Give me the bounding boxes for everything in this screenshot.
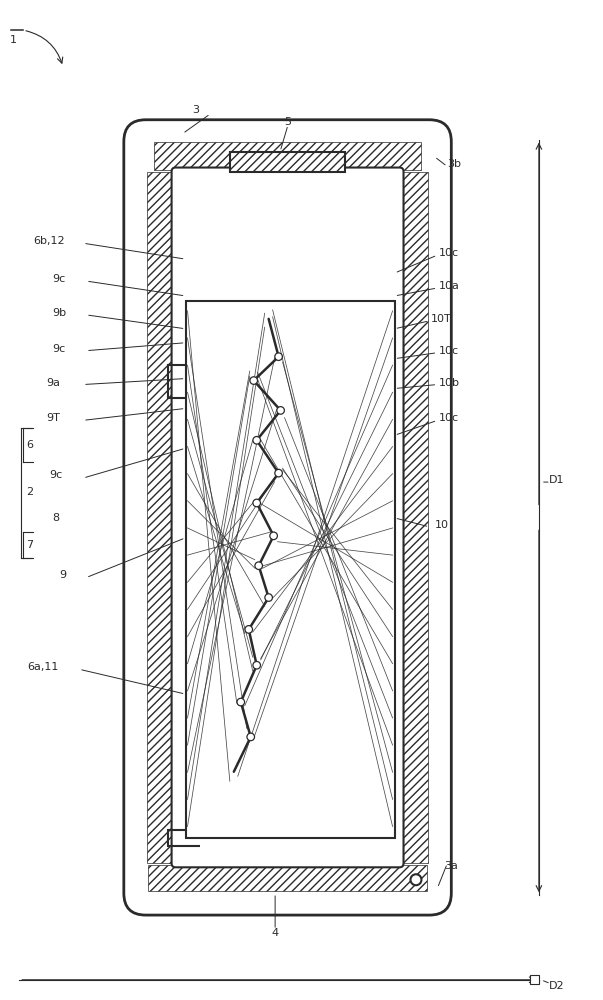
Circle shape bbox=[275, 469, 282, 477]
Text: 9c: 9c bbox=[49, 470, 63, 480]
Text: 7: 7 bbox=[26, 540, 33, 550]
Bar bbox=[230, 152, 345, 172]
Text: 1: 1 bbox=[10, 35, 17, 45]
Bar bbox=[530, 975, 539, 984]
Text: 9b: 9b bbox=[52, 308, 66, 318]
Text: 9c: 9c bbox=[52, 344, 66, 354]
Text: 10c: 10c bbox=[439, 413, 459, 423]
Text: 5: 5 bbox=[285, 117, 292, 127]
Text: D1: D1 bbox=[549, 475, 564, 485]
Text: 6b,12: 6b,12 bbox=[33, 236, 65, 246]
Circle shape bbox=[277, 407, 285, 414]
Text: 3: 3 bbox=[192, 105, 199, 115]
Circle shape bbox=[265, 594, 273, 601]
Bar bbox=[154, 142, 421, 170]
Circle shape bbox=[245, 626, 253, 633]
Circle shape bbox=[270, 532, 277, 540]
Text: 10T: 10T bbox=[431, 314, 452, 324]
Text: 10: 10 bbox=[434, 520, 449, 530]
Circle shape bbox=[247, 733, 254, 741]
Text: D2: D2 bbox=[549, 981, 564, 991]
Text: 10c: 10c bbox=[439, 346, 459, 356]
Text: 8: 8 bbox=[52, 513, 60, 523]
Circle shape bbox=[411, 874, 421, 885]
Text: 9: 9 bbox=[60, 570, 67, 580]
Bar bbox=[400, 172, 428, 863]
Circle shape bbox=[253, 499, 260, 507]
Text: 4: 4 bbox=[271, 928, 279, 938]
FancyBboxPatch shape bbox=[172, 168, 403, 867]
Bar bbox=[186, 301, 394, 838]
Text: 10a: 10a bbox=[439, 281, 459, 291]
Text: 2: 2 bbox=[26, 487, 33, 497]
FancyBboxPatch shape bbox=[124, 120, 451, 915]
Circle shape bbox=[255, 562, 262, 569]
Circle shape bbox=[253, 661, 260, 669]
Text: 3b: 3b bbox=[447, 159, 461, 169]
Text: 9a: 9a bbox=[46, 378, 60, 388]
Circle shape bbox=[253, 436, 260, 444]
Circle shape bbox=[237, 698, 245, 706]
Text: 10c: 10c bbox=[439, 248, 459, 258]
Text: 6a,11: 6a,11 bbox=[28, 662, 59, 672]
Bar bbox=[148, 865, 428, 891]
Text: 6: 6 bbox=[26, 440, 33, 450]
Text: 9T: 9T bbox=[46, 413, 60, 423]
Bar bbox=[147, 172, 175, 863]
Text: 10b: 10b bbox=[439, 378, 460, 388]
Circle shape bbox=[250, 377, 257, 384]
Circle shape bbox=[275, 353, 282, 360]
Text: 3a: 3a bbox=[444, 861, 458, 871]
Text: 9c: 9c bbox=[52, 274, 66, 284]
